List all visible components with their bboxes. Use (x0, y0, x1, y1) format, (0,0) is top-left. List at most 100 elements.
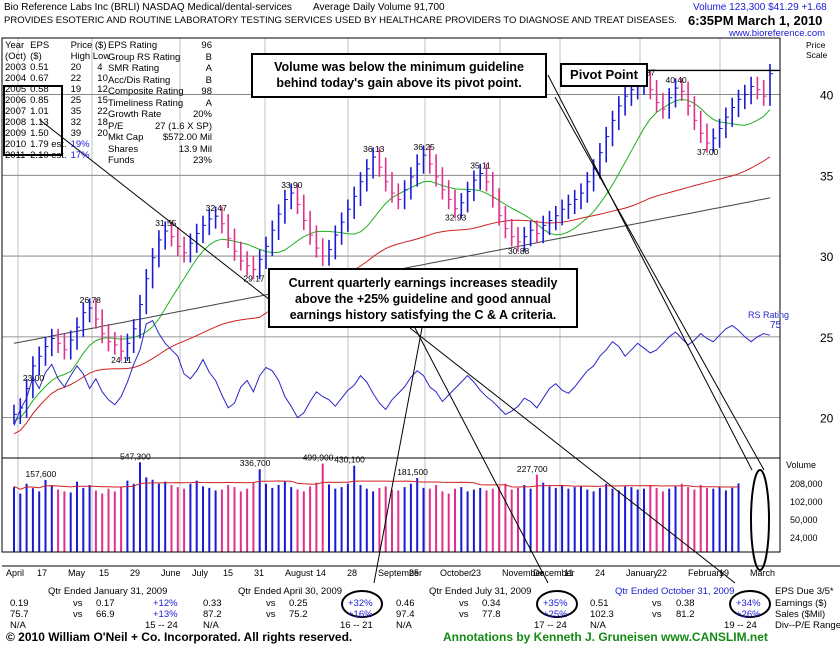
fund-high: 32 (70, 117, 82, 128)
price-point-label: 30.88 (508, 246, 530, 256)
date-tick-label: 25 (409, 568, 419, 578)
volume-peak-label: 499,900 (303, 453, 334, 463)
price-bars (13, 64, 773, 425)
fund-row: 2003 0.51 20 4 (3, 62, 112, 73)
volume-tick-label: 208,000 (790, 479, 823, 489)
rating-value: 20% (192, 109, 212, 120)
credit: Annotations by Kenneth J. Gruneisen www.… (443, 630, 768, 644)
eps-header: EPS (30, 40, 50, 51)
price-point-label: 26.78 (80, 295, 102, 305)
date-tick-label: 17 (37, 568, 47, 578)
volume-ma-line (13, 480, 739, 490)
price-point-label: 24.11 (111, 355, 132, 365)
callout-line (409, 327, 736, 584)
callout-line (547, 74, 753, 471)
callout-line (373, 327, 423, 584)
q3-eps-pct: +35% (543, 598, 568, 609)
year-header: Year (5, 40, 25, 51)
symbol: (BRLI) (110, 2, 140, 13)
volume-peak-label: 157,600 (26, 469, 57, 479)
price-tick-label: 20 (820, 412, 834, 426)
rating-value: 96 (201, 40, 212, 51)
eps-unit-header: ($) (30, 51, 42, 62)
date-tick-label: 22 (657, 568, 667, 578)
fund-year: 2007 (5, 106, 27, 117)
volume-tick-label: 102,000 (790, 497, 823, 507)
fund-year: 2006 (5, 95, 27, 106)
volume-circle (750, 469, 770, 571)
q3-vs: vs (459, 598, 469, 609)
rating-row: Mkt Cap $572.00 Mil (108, 132, 212, 144)
rating-row: Group RS Rating B (108, 52, 212, 64)
q4-prior-eps: 0.38 (676, 598, 695, 609)
rating-value: A (205, 97, 212, 109)
copyright: © 2010 William O'Neil + Co. Incorporated… (6, 630, 353, 644)
rating-row: Growth Rate 20% (108, 109, 212, 121)
price-tick-label: 40 (820, 89, 834, 103)
fund-low: 12 (97, 84, 108, 95)
date-tick-label: 24 (595, 568, 605, 578)
date-tick-label: 31 (254, 568, 264, 578)
fund-eps: 0.51 (30, 62, 49, 73)
sales-label: Sales ($Mil) (775, 609, 826, 620)
callout-line (414, 327, 549, 584)
website: www.bioreference.com (729, 28, 826, 39)
price-point-label: 31.55 (155, 218, 177, 228)
fund-high: 19 (70, 84, 82, 95)
volume-peak-label: 547,300 (120, 451, 151, 461)
q1-prior-sales: 66.9 (96, 609, 115, 620)
fund-year: 2005 (5, 84, 27, 95)
fund-high: 25 (70, 95, 82, 106)
volume-today: Volume 123,300 (693, 2, 766, 13)
fund-eps: 1.13 (30, 117, 49, 128)
fund-eps: 1.79 est. (30, 139, 67, 150)
q3-title: Qtr Ended July 31, 2009 (429, 586, 532, 597)
fund-low: 22 (97, 106, 108, 117)
q2-vs-sales: vs (266, 609, 276, 620)
fund-high: 22 (70, 73, 82, 84)
date-tick-label: 15 (223, 568, 233, 578)
q4-circle (729, 590, 771, 618)
price-header: Price ($) (70, 40, 107, 51)
q3-pe: N/A (396, 620, 412, 631)
date-tick-label: July (192, 568, 209, 578)
price-point-label: 29.17 (243, 273, 265, 283)
date-tick-label: March (750, 568, 775, 578)
rating-value: 27 (1.6 X SP) (154, 120, 212, 132)
price-change: +1.68 (801, 2, 827, 13)
rating-value: 23% (192, 155, 212, 166)
rating-value: 13.9 Mil (178, 143, 212, 155)
rating-row: Composite Rating 98 (108, 86, 212, 98)
q1-vs: vs (73, 598, 83, 609)
rating-row: EPS Rating 96 (108, 40, 212, 52)
date-tick-label: 28 (347, 568, 357, 578)
rs-rating-label: RS Rating (748, 310, 789, 320)
fund-year: 2010 (5, 139, 27, 150)
q1-pe: N/A (10, 620, 26, 631)
q4-vs-sales: vs (652, 609, 662, 620)
rating-value: B (205, 51, 212, 63)
volume-tick-label: 24,000 (790, 533, 818, 543)
q1-range: 15 -- 24 (145, 620, 178, 631)
rating-label: Mkt Cap (108, 132, 144, 143)
callout-lines (39, 69, 780, 618)
q3-sales-pct: +25% (543, 609, 568, 620)
div-pe-label: Div--P/E Range (775, 620, 840, 631)
rating-value: A (205, 63, 212, 74)
price-point-label: 35.11 (470, 161, 491, 171)
company-description: PROVIDES ESOTERIC AND ROUTINE LABORATORY… (4, 15, 677, 26)
fund-low: 10 (97, 73, 108, 84)
date-tick-label: June (161, 568, 181, 578)
price-point-label: 37.00 (697, 147, 719, 157)
fund-row: 2004 0.67 22 10 (3, 73, 112, 84)
q2-sales-pct: +16% (348, 609, 373, 620)
fund-header-2: (Oct) ($) High Low (3, 51, 112, 62)
fund-header: Year EPS Price ($) (3, 40, 112, 51)
date-tick-label: September (378, 568, 422, 578)
rating-row: P/E 27 (1.6 X SP) (108, 121, 212, 133)
q3-circle (536, 590, 578, 618)
fund-eps: 0.58 (30, 84, 49, 95)
company-name: Bio Reference Labs Inc (4, 2, 108, 13)
volume-peak-label: 430,100 (334, 455, 365, 465)
